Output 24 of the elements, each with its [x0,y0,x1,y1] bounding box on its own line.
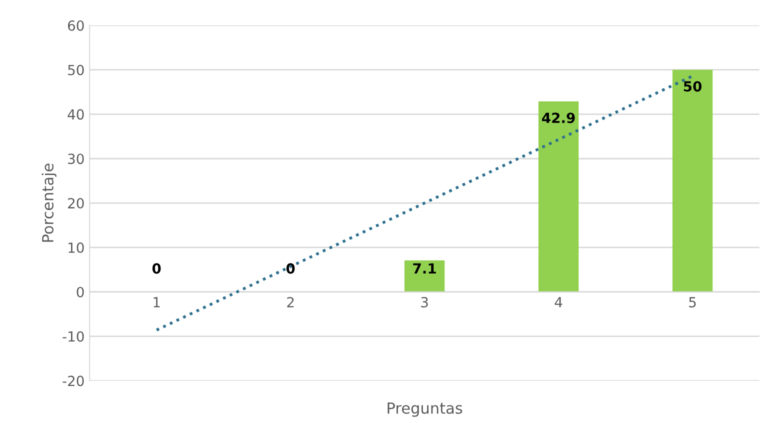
y-tick-label: 40 [68,109,84,120]
x-tick-label: 4 [554,297,562,308]
data-label: 7.1 [413,263,436,274]
y-tick-label: -20 [62,376,84,386]
x-tick-label: 5 [689,297,696,308]
x-tick-label: 2 [287,296,294,308]
data-label: 50 [684,81,702,92]
y-tick-label: 0 [76,286,84,298]
y-tick-label: 30 [68,154,84,164]
x-axis-title: Preguntas [388,402,462,417]
y-tick-label: 20 [68,198,84,209]
bar [538,101,579,292]
y-tick-label: -10 [62,331,84,342]
bar [404,260,445,292]
y-tick-label: 10 [68,242,84,253]
x-tick-label: 3 [421,296,428,308]
y-axis-title: Porcentaje [42,164,56,242]
x-tick-label: 1 [154,297,160,308]
data-label: 42.9 [542,112,575,124]
data-label: 0 [286,263,295,274]
bar [672,70,713,292]
data-label: 0 [152,263,161,274]
y-tick-label: 50 [68,64,84,76]
y-tick-label: 60 [68,20,84,31]
